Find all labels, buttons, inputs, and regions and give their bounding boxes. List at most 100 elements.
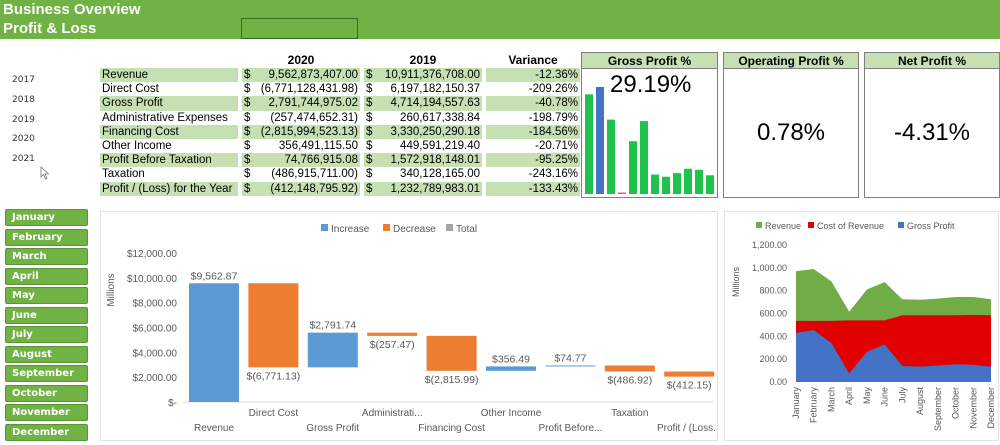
y-tick-label: 800.00 xyxy=(759,286,787,296)
waterfall-bar xyxy=(486,366,536,371)
y-tick-label: $6,000.00 xyxy=(133,324,178,335)
month-button-july[interactable]: July xyxy=(5,326,88,343)
value-2020-amount: (486,915,711.00) xyxy=(271,168,358,181)
waterfall-bar xyxy=(604,365,655,372)
year-item[interactable]: 2020 xyxy=(12,134,35,145)
net-profit-card: Net Profit % -4.31% xyxy=(864,52,1000,198)
gross-profit-bar xyxy=(585,94,593,194)
month-button-february[interactable]: February xyxy=(5,228,88,246)
variance-value: -133.43% xyxy=(486,181,580,196)
waterfall-bar xyxy=(664,371,715,377)
row-label: Administrative Expenses xyxy=(102,111,228,124)
x-tick-label: Administrati... xyxy=(362,408,423,419)
month-button-august[interactable]: August xyxy=(5,345,88,363)
x-tick-label: Financing Cost xyxy=(418,423,485,434)
table-header-row: 2020 2019 Variance xyxy=(100,53,580,68)
value-2020-amount: 74,766,915.08 xyxy=(284,154,358,167)
x-tick-label: August xyxy=(915,387,925,416)
value-2019-amount: 10,911,376,708.00 xyxy=(384,69,480,81)
gross-profit-bar xyxy=(618,192,626,194)
row-label: Taxation xyxy=(102,168,145,181)
year-list: 2017 2018 2019 2020 2021 xyxy=(12,72,35,171)
currency-symbol: $ xyxy=(244,139,251,152)
x-tick-label: Revenue xyxy=(194,423,234,434)
value-2020: $9,562,873,407.00 xyxy=(242,68,360,83)
selected-cell[interactable] xyxy=(241,18,358,39)
value-2020: $ (6,771,128,431.98) xyxy=(242,82,360,96)
gross-profit-bar xyxy=(651,174,659,194)
currency-symbol: $ xyxy=(366,69,373,81)
table-row: Other Income $356,491,115.50 $449,591,21… xyxy=(100,139,580,153)
legend-swatch xyxy=(756,222,762,228)
month-button-october[interactable]: October xyxy=(5,384,88,402)
waterfall-bar xyxy=(307,332,358,368)
year-item[interactable]: 2019 xyxy=(12,114,35,125)
legend-label: Revenue xyxy=(765,221,801,231)
variance-value: -95.25% xyxy=(486,153,580,168)
variance-value: -243.16% xyxy=(528,168,578,181)
month-button-november[interactable]: November xyxy=(5,404,88,421)
x-tick-label: October xyxy=(951,387,961,419)
variance-value: -20.71% xyxy=(535,139,578,152)
waterfall-bar xyxy=(545,365,596,367)
row-label: Direct Cost xyxy=(102,83,159,96)
month-button-april[interactable]: April xyxy=(5,267,88,285)
y-tick-label: $4,000.00 xyxy=(133,348,178,359)
page-title: Business Overview xyxy=(3,1,141,18)
data-label: $74.77 xyxy=(554,352,586,364)
data-label: $(257.47) xyxy=(370,339,415,351)
year-item[interactable]: 2017 xyxy=(12,75,35,85)
value-2020-amount: (412,148,795.92) xyxy=(270,182,358,195)
gross-profit-card: Gross Profit % 29.19% xyxy=(581,52,718,198)
y-tick-label: $2,000.00 xyxy=(133,373,178,384)
y-tick-label: 200.00 xyxy=(759,354,787,364)
variance-value: -12.36% xyxy=(486,68,580,83)
x-tick-label: June xyxy=(880,387,890,407)
table-row: Taxation $ (486,915,711.00) $340,128,165.… xyxy=(100,167,580,181)
row-label: Other Income xyxy=(102,139,172,152)
y-axis-label: Millions xyxy=(731,267,741,298)
gross-profit-mini-chart xyxy=(585,87,714,194)
value-2019-amount: 3,330,250,290.18 xyxy=(390,125,480,138)
year-item[interactable]: 2021 xyxy=(12,154,35,165)
y-tick-label: 400.00 xyxy=(759,331,787,341)
month-button-january[interactable]: January xyxy=(5,209,88,226)
table-row: Financing Cost $ (2,815,994,523.13) $3,33… xyxy=(100,124,580,139)
x-tick-label: February xyxy=(809,387,819,424)
currency-symbol: $ xyxy=(244,154,251,167)
month-button-may[interactable]: May xyxy=(5,287,88,304)
legend-swatch xyxy=(321,224,328,231)
waterfall-bar xyxy=(367,332,418,336)
data-label: $356.49 xyxy=(492,353,530,365)
table-row: Direct Cost $ (6,771,128,431.98) $6,197,1… xyxy=(100,82,580,96)
operating-profit-title: Operating Profit % xyxy=(724,53,858,69)
month-button-september[interactable]: September xyxy=(5,365,88,382)
x-tick-label: September xyxy=(933,387,943,431)
value-2020: $356,491,115.50 xyxy=(242,139,360,153)
waterfall-bar xyxy=(248,283,299,368)
currency-symbol: $ xyxy=(244,97,251,110)
y-tick-label: 1,200.00 xyxy=(752,240,787,250)
row-label: Profit Before Taxation xyxy=(100,153,238,168)
operating-profit-card: Operating Profit % 0.78% xyxy=(723,52,859,198)
variance-value: -40.78% xyxy=(486,96,580,111)
value-2020: $ (257,474,652.31) xyxy=(242,111,360,125)
waterfall-chart-panel: Increase Decrease Total $- $2,000.00 $4,000.0… xyxy=(100,211,721,441)
column-header-2019: 2019 xyxy=(409,53,437,67)
year-item[interactable]: 2018 xyxy=(12,94,35,105)
gross-profit-bar xyxy=(684,168,692,194)
mouse-cursor-icon xyxy=(40,166,50,180)
currency-symbol: $ xyxy=(366,154,373,167)
table-row: Revenue $9,562,873,407.00 $10,911,376,70… xyxy=(100,68,580,83)
operating-profit-value: 0.78% xyxy=(756,119,826,146)
value-2019: $6,197,182,150.37 xyxy=(364,82,482,96)
month-button-june[interactable]: June xyxy=(5,306,88,324)
x-tick-label: May xyxy=(862,387,872,405)
value-2019-amount: 449,591,219.40 xyxy=(400,139,480,152)
table-row: Profit Before Taxation $74,766,915.08 $1… xyxy=(100,153,580,168)
month-button-december[interactable]: December xyxy=(5,423,88,441)
value-2020: $2,791,744,975.02 xyxy=(242,96,360,111)
month-button-march[interactable]: March xyxy=(5,248,88,265)
area-gross-profit xyxy=(796,330,991,382)
data-label: $(2,815.99) xyxy=(425,374,479,386)
